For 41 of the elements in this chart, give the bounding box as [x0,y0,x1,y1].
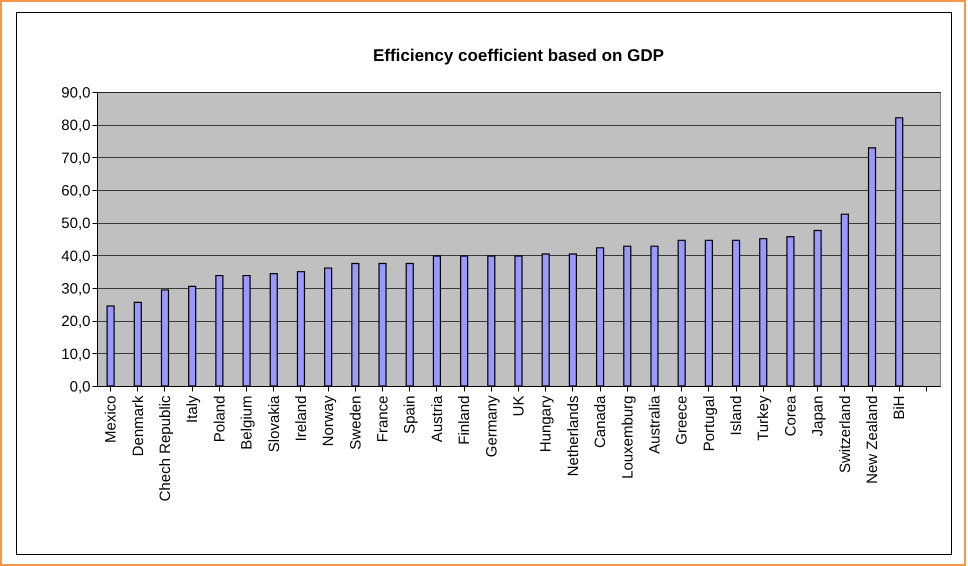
y-tick-label: 20,0 [61,313,90,330]
y-tick-label: 40,0 [61,248,90,265]
x-tick-label: Chech Republic [156,395,174,502]
x-tick-label: Sweden [347,396,364,450]
x-tick-label: Denmark [130,395,147,456]
x-tick-label: Hungary [538,395,555,452]
x-tick-label: Turkey [755,395,772,441]
x-tick-label: Norway [320,395,338,446]
x-tick-label: Corea [782,394,800,436]
x-tick-label: Portugal [700,396,718,452]
x-tick-label: Germany [483,395,500,458]
x-tick-label: Mexico [102,396,120,444]
y-tick-label: 90,0 [61,84,90,102]
y-tick-label: 10,0 [61,346,90,363]
x-tick-label: Ireland [292,396,310,442]
x-tick-label: Belgium [238,396,256,450]
x-tick-label: UK [510,396,528,416]
y-tick-label: 60,0 [61,182,90,200]
y-tick-label: 50,0 [61,215,90,232]
y-tick-label: 80,0 [61,117,90,134]
x-tick-label: Switzerland [836,396,854,474]
x-tick-label: Greece [674,396,691,445]
y-tick-label: 0,0 [70,378,90,396]
x-tick-label: Louxemburg [619,396,636,479]
y-tick-label: 70,0 [61,150,90,167]
x-tick-label: Japan [810,396,827,436]
x-tick-label: Island [728,396,746,436]
x-tick-label: France [374,396,392,442]
x-tick-label: New Zealand [864,396,882,484]
x-tick-label: Italy [184,395,202,424]
x-tick-label: BiH [891,396,908,420]
x-tick-label: Spain [402,396,419,434]
x-tick-label: Poland [211,396,228,442]
x-tick-label: Slovakia [266,394,283,452]
x-tick-label: Canada [592,394,610,448]
y-tick-label: 30,0 [61,280,90,298]
x-tick-label: Netherlands [564,396,582,476]
x-tick-label: Australia [646,394,664,454]
x-tick-label: Finland [456,396,474,445]
x-tick-label: Austria [428,394,446,442]
chart-title: Efficiency coefficient based on GDP [373,46,664,65]
